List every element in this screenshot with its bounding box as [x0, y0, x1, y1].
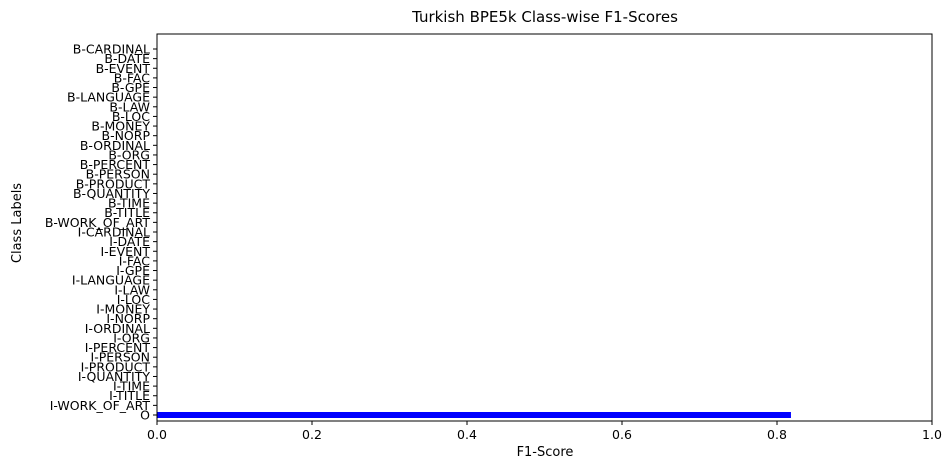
- x-axis-ticks: 0.0 0.2 0.4 0.6 0.8 1.0: [147, 421, 942, 442]
- y-tick-label: O: [140, 408, 150, 423]
- y-tick-label: B-DATE: [104, 51, 150, 66]
- y-tick-label: B-LAW: [109, 99, 150, 114]
- y-tick-label: B-PERCENT: [80, 157, 151, 172]
- plot-frame: [156, 33, 933, 422]
- y-axis-ticks: B-CARDINALB-DATEB-EVENTB-FACB-GPEB-LANGU…: [45, 42, 157, 423]
- x-tick-label: 1.0: [922, 427, 942, 442]
- y-tick-label: B-MONEY: [91, 119, 150, 134]
- y-tick-label: I-MONEY: [96, 302, 150, 317]
- x-tick-label: 0.2: [302, 427, 322, 442]
- y-tick-label: B-TIME: [108, 196, 150, 211]
- x-tick-label: 0.6: [612, 427, 632, 442]
- y-tick-label: B-PRODUCT: [76, 176, 151, 191]
- y-tick-label: I-TITLE: [109, 388, 150, 403]
- y-tick-label: B-WORK_OF_ART: [45, 215, 151, 230]
- y-tick-label: B-ORDINAL: [80, 138, 150, 153]
- y-tick-label: I-PERSON: [91, 350, 150, 365]
- y-tick-label: I-DATE: [109, 234, 150, 249]
- y-tick-label: I-ORDINAL: [85, 321, 150, 336]
- y-tick-label: I-PRODUCT: [81, 359, 151, 374]
- y-tick-label: B-GPE: [111, 80, 150, 95]
- y-tick-label: I-QUANTITY: [78, 369, 151, 384]
- y-tick-label: I-EVENT: [100, 244, 150, 259]
- y-tick-label: B-CARDINAL: [73, 42, 150, 57]
- y-tick-label: I-GPE: [116, 263, 150, 278]
- y-tick-label: I-WORK_OF_ART: [50, 398, 151, 413]
- x-tick-label: 0.0: [147, 427, 167, 442]
- y-tick-label: I-FAC: [119, 253, 151, 268]
- bar: [157, 412, 791, 418]
- y-tick-label: I-TIME: [113, 379, 150, 394]
- y-tick-label: I-PERCENT: [85, 340, 151, 355]
- chart-title: Turkish BPE5k Class-wise F1-Scores: [411, 8, 678, 26]
- y-tick-label: B-NORP: [102, 128, 151, 143]
- y-tick-label: I-LOC: [117, 292, 151, 307]
- plot-area: [157, 412, 791, 418]
- x-tick-label: 0.4: [457, 427, 477, 442]
- y-tick-label: B-PERSON: [86, 167, 150, 182]
- y-tick-label: B-ORG: [108, 147, 150, 162]
- x-axis-label: F1-Score: [517, 445, 574, 460]
- y-tick-label: I-NORP: [106, 311, 150, 326]
- y-axis-label: Class Labels: [10, 183, 25, 263]
- y-tick-label: I-CARDINAL: [78, 225, 150, 240]
- y-tick-label: B-QUANTITY: [73, 186, 150, 201]
- x-tick-label: 0.8: [767, 427, 787, 442]
- y-tick-label: B-FAC: [114, 70, 150, 85]
- y-tick-label: I-LANGUAGE: [72, 273, 150, 288]
- y-tick-label: B-LOC: [112, 109, 150, 124]
- y-tick-label: I-LAW: [114, 282, 150, 297]
- y-tick-label: B-EVENT: [96, 61, 151, 76]
- y-tick-label: B-TITLE: [104, 205, 150, 220]
- y-tick-label: B-LANGUAGE: [67, 90, 150, 105]
- y-tick-label: I-ORG: [113, 330, 150, 345]
